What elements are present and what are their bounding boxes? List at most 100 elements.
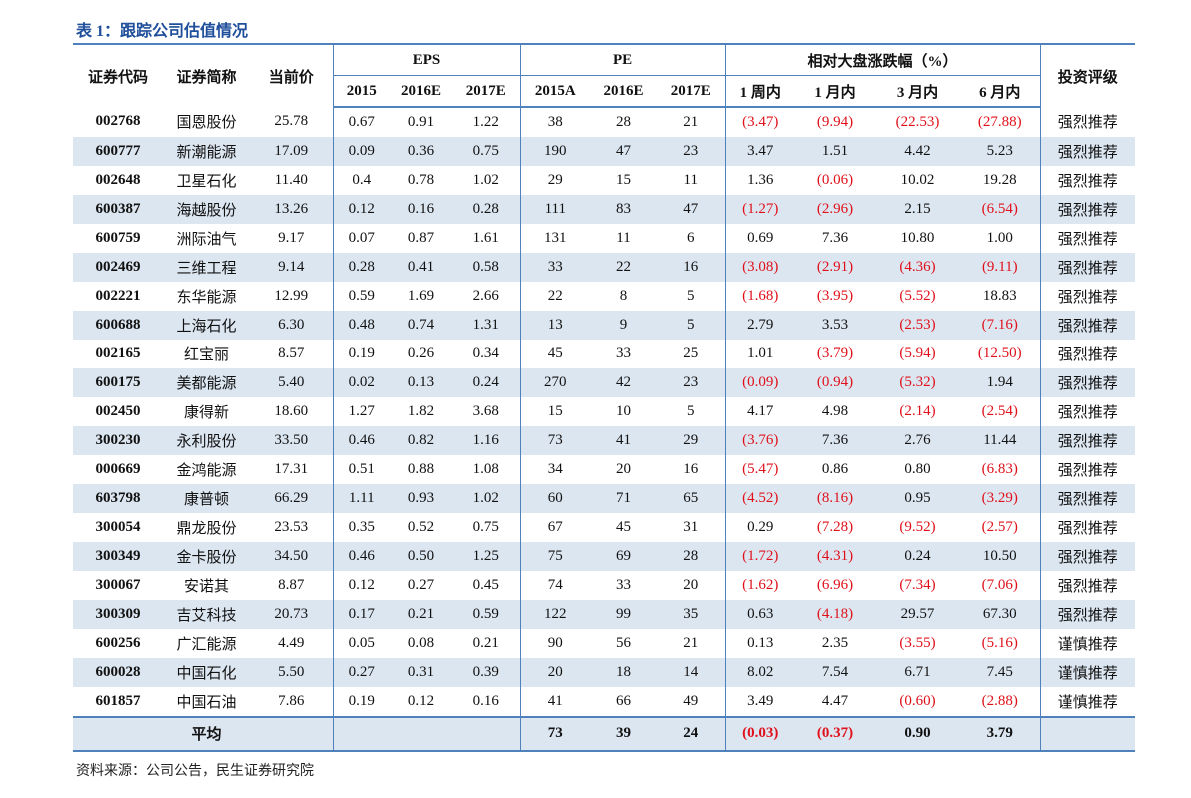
header-cell: EPS: [332, 43, 521, 76]
table-cell: (5.16): [981, 634, 1018, 651]
table-cell: 35: [657, 599, 726, 629]
table-cell: 190: [519, 136, 591, 166]
table-cell: (1.72): [724, 542, 796, 571]
header-cell: 2017E: [452, 75, 521, 108]
table-cell: 0.24: [452, 368, 521, 398]
table-cell: 300349: [73, 542, 163, 571]
table-cell: 0.67: [332, 107, 390, 137]
table-cell: 0.27: [332, 657, 390, 687]
table-cell: 9: [590, 310, 658, 340]
table-cell: 0.95: [875, 484, 961, 514]
table-cell: 0.88: [407, 461, 435, 478]
table-cell: 002450: [95, 403, 141, 420]
table-cell: 73: [519, 426, 591, 456]
table-cell: 1.36: [724, 165, 796, 195]
table-cell: 2.15: [875, 194, 961, 224]
table-cell: 20: [616, 461, 632, 478]
table-cell: 1.22: [472, 113, 499, 130]
table-cell: 强烈推荐: [1039, 426, 1136, 456]
table-cell: 0.35: [332, 513, 390, 543]
table-cell: (4.18): [795, 599, 876, 629]
table-cell: 29.57: [875, 599, 961, 629]
footer-row: 平均 73 39 24 (0.03) (0.37) 0.90 3.79: [73, 715, 1136, 752]
table-cell: 9.17: [278, 229, 305, 246]
footer-cell: [452, 715, 521, 752]
table-cell: 1.61: [472, 229, 499, 246]
table-row: 300054 鼎龙股份 23.53 0.35 0.52 0.75 67 45 31 0.29 (7.…: [73, 513, 1136, 543]
table-cell: 东华能源: [176, 289, 237, 306]
header-cell: 2015: [332, 75, 390, 108]
table-cell: 鼎龙股份: [176, 521, 237, 538]
table-cell: 56: [616, 634, 632, 651]
table-cell: 0.31: [390, 657, 452, 687]
table-row: 300309 吉艾科技 20.73 0.17 0.21 0.59 122 99 35 0.63 (4…: [73, 599, 1136, 629]
header-cell: 当前价: [250, 43, 333, 107]
table-cell: 0.05: [332, 628, 390, 658]
table-cell: 6: [687, 229, 695, 246]
table-header: 证券代码 证券简称 当前价 EPS PE 相对大盘涨跌幅（%） 投资评级 201…: [73, 43, 1136, 108]
table-cell: 0.12: [332, 194, 390, 224]
table-cell: 18: [590, 657, 658, 687]
table-cell: 7.86: [278, 692, 305, 709]
footer-cell: 24: [657, 715, 726, 752]
table-cell: (3.76): [724, 426, 796, 456]
table-cell: 2.66: [472, 287, 499, 304]
table-cell: 0.48: [332, 310, 390, 340]
table-cell: 2.35: [821, 634, 849, 651]
table-cell: 0.45: [472, 576, 499, 593]
table-cell: (5.47): [724, 455, 796, 485]
table-cell: (2.14): [899, 403, 936, 420]
table-cell: 0.34: [472, 345, 499, 362]
table-cell: 0.29: [724, 513, 796, 543]
table-row: 600777 新潮能源 17.09 0.09 0.36 0.75 190 47 23 3.47 1.…: [73, 136, 1136, 166]
table-cell: (4.31): [795, 542, 876, 571]
table-cell: 1.27: [332, 397, 390, 427]
table-row: 002165 红宝丽 8.57 0.19 0.26 0.34 45 33 25 1.01 (3.79…: [73, 339, 1136, 369]
table-cell: 强烈推荐: [1039, 165, 1136, 195]
footer-cell: 73: [519, 715, 591, 752]
table-cell: 1.82: [407, 403, 435, 420]
table-cell: 600387: [73, 194, 163, 224]
table-cell: 83: [590, 194, 658, 224]
footer-cell: 平均: [163, 715, 250, 752]
table-cell: 12.99: [274, 287, 309, 304]
table-cell: 300067: [95, 576, 141, 593]
table-cell: 0.16: [390, 194, 452, 224]
table-cell: (4.52): [724, 484, 796, 514]
table-cell: 1.08: [472, 461, 499, 478]
table-cell: 0.52: [407, 519, 435, 536]
table-cell: 0.46: [332, 542, 390, 571]
table-cell: (0.06): [816, 171, 854, 188]
table-cell: 34.50: [250, 542, 333, 571]
table-cell: 0.17: [332, 599, 390, 629]
table-cell: 0.51: [332, 455, 390, 485]
table-cell: 11: [616, 229, 631, 246]
table-cell: 中国石油: [176, 694, 237, 711]
table-cell: 0.91: [407, 113, 435, 130]
table-cell: 300309: [73, 599, 163, 629]
table-cell: (5.52): [899, 287, 936, 304]
table-cell: 22: [590, 252, 658, 282]
table-cell: (2.57): [981, 519, 1018, 536]
table-cell: 美都能源: [163, 368, 250, 398]
table-cell: 强烈推荐: [1039, 194, 1136, 224]
table-cell: (3.95): [816, 287, 854, 304]
table-title: 表 1：跟踪公司估值情况: [76, 23, 249, 40]
table-cell: 吉艾科技: [163, 599, 250, 629]
header-cell: 2017E: [657, 75, 726, 108]
table-cell: 3.53: [795, 310, 876, 340]
table-cell: 11: [683, 171, 698, 188]
table-cell: (5.32): [875, 368, 961, 398]
table-cell: 15: [616, 171, 632, 188]
table-cell: 603798: [73, 484, 163, 514]
table-cell: 10: [616, 403, 632, 420]
table-row: 600028 中国石化 5.50 0.27 0.31 0.39 20 18 14 8.02 7.54…: [73, 657, 1136, 687]
table-cell: 67: [519, 513, 591, 543]
table-cell: (5.94): [899, 345, 936, 362]
table-row: 600387 海越股份 13.26 0.12 0.16 0.28 111 83 47 (1.27)…: [73, 194, 1136, 224]
source-note: 资料来源：公司公告，民生证券研究院: [76, 764, 314, 779]
table-cell: 14: [657, 657, 726, 687]
table-cell: 600759: [95, 229, 141, 246]
table-cell: 21: [683, 113, 699, 130]
table-cell: 0.28: [332, 252, 390, 282]
